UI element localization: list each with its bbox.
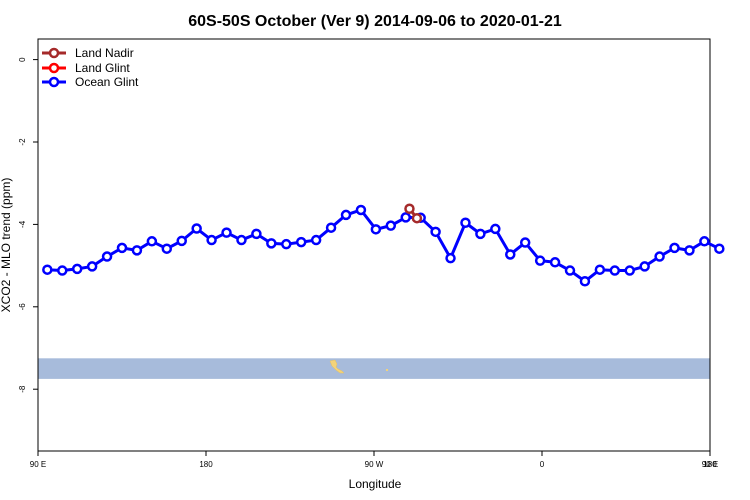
legend-label-land-nadir: Land Nadir [75,46,134,60]
data-point-ocean-glint [116,242,128,254]
data-point-ocean-glint [131,245,143,256]
x-tick-label: 0 [540,460,545,469]
data-point-ocean-glint [654,251,665,262]
x-tick-label: 180 [703,460,717,469]
map-band-layer [38,358,710,379]
data-point-ocean-glint [221,227,232,238]
data-point-ocean-glint [251,228,262,240]
data-point-ocean-glint [594,264,606,275]
data-point-ocean-glint [146,236,158,247]
data-point-land-nadir [411,212,423,224]
y-tick-label: 0 [18,57,27,62]
data-point-land-nadir [404,203,415,214]
series-layer [42,203,725,287]
data-point-ocean-glint [370,224,382,235]
data-point-ocean-glint [310,234,322,246]
data-point-ocean-glint [57,265,68,276]
chart-title: 60S-50S October (Ver 9) 2014-09-06 to 20… [188,13,562,30]
data-point-ocean-glint [161,243,173,254]
y-tick-label: -6 [18,303,27,311]
data-point-ocean-glint [206,234,217,246]
series-ocean-glint [42,204,725,287]
data-point-ocean-glint [579,276,591,287]
data-point-ocean-glint [281,238,292,250]
data-point-ocean-glint [699,236,710,247]
data-point-ocean-glint [609,265,621,276]
y-tick-label: -8 [18,385,27,393]
data-point-ocean-glint [42,264,53,275]
legend-item-land-glint: Land Glint [42,61,130,75]
data-point-ocean-glint [176,235,187,247]
data-point-ocean-glint [266,238,277,249]
legend-item-ocean-glint: Ocean Glint [42,75,139,89]
legend-item-land-nadir: Land Nadir [42,46,134,60]
data-point-ocean-glint [445,252,456,264]
data-point-ocean-glint [295,236,307,248]
y-tick-label: -2 [18,138,27,146]
data-point-ocean-glint [505,249,516,260]
data-point-ocean-glint [385,220,397,231]
data-point-ocean-glint [430,226,441,238]
data-point-ocean-glint [490,223,501,235]
land-south-america-tip-shape [329,359,345,374]
legend-marker-land-glint [48,62,60,74]
data-point-ocean-glint [400,212,411,223]
x-tick-label: 90 E [702,460,718,469]
data-point-ocean-glint [86,261,98,272]
data-point-ocean-glint [714,243,725,254]
legend-marker-land-nadir [48,47,60,59]
data-point-ocean-glint [684,245,695,256]
data-point-ocean-glint [460,217,471,229]
data-point-ocean-glint [549,257,561,268]
series-line-ocean-glint [47,208,720,283]
data-point-ocean-glint [101,251,113,262]
data-point-ocean-glint [325,222,337,233]
data-point-ocean-glint [71,263,83,275]
legend: Land Nadir Land Glint Ocean Glint [42,46,139,89]
data-point-ocean-glint [236,234,247,246]
data-point-ocean-glint [519,237,531,248]
x-tick-label: 180 [199,460,213,469]
data-point-ocean-glint [624,265,635,276]
legend-marker-ocean-glint [48,76,60,88]
legend-label-ocean-glint: Ocean Glint [75,75,139,89]
y-axis-ticks: 0 -2 -4 -6 -8 [18,57,38,393]
x-axis-title: Longitude [349,477,402,491]
plot-frame [37,38,711,452]
data-point-ocean-glint [669,242,680,254]
data-point-ocean-glint [639,261,650,272]
series-land-nadir [404,203,423,224]
y-tick-label: -4 [18,220,27,228]
land-island-shape [386,369,388,371]
ocean-map-band [38,358,710,379]
x-tick-label: 90 E [30,460,46,469]
data-point-ocean-glint [475,228,486,240]
x-tick-label: 90 W [365,460,384,469]
data-point-ocean-glint [534,255,546,266]
legend-label-land-glint: Land Glint [75,61,130,75]
data-point-ocean-glint [340,209,352,221]
y-axis-title: XCO2 - MLO trend (ppm) [0,178,13,313]
data-point-ocean-glint [355,204,367,216]
data-point-ocean-glint [564,265,576,276]
data-point-ocean-glint [191,223,202,234]
